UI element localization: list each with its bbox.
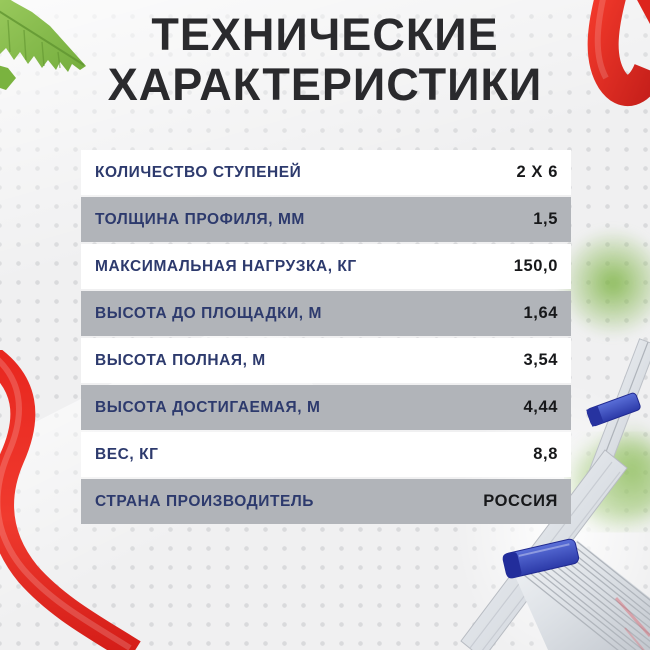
spec-value: 1,64 [523,304,558,322]
spec-label: СТРАНА ПРОИЗВОДИТЕЛЬ [95,492,314,510]
leaf-icon [0,0,86,90]
page-title: ТЕХНИЧЕСКИЕ ХАРАКТЕРИСТИКИ [0,10,650,110]
ladder-photo [460,338,650,650]
ribbon-curl-icon [587,0,650,106]
spec-value: 1,5 [533,210,558,228]
spec-label: ТОЛЩИНА ПРОФИЛЯ, ММ [95,210,305,228]
table-row: ТОЛЩИНА ПРОФИЛЯ, ММ 1,5 [81,197,571,242]
table-row: ВЫСОТА ДО ПЛОЩАДКИ, М 1,64 [81,291,571,336]
spec-label: ВЫСОТА ДО ПЛОЩАДКИ, М [95,304,322,322]
spec-value: 2 X 6 [516,163,558,181]
spec-label: ВЕС, КГ [95,445,159,463]
spec-value: 8,8 [533,445,558,463]
title-line-1: ТЕХНИЧЕСКИЕ [151,9,499,60]
spec-label: МАКСИМАЛЬНАЯ НАГРУЗКА, КГ [95,257,357,275]
spec-label: ВЫСОТА ДОСТИГАЕМАЯ, М [95,398,321,416]
table-row: ВЕС, КГ 8,8 [81,432,571,477]
spec-value: 150,0 [513,257,558,275]
blurred-leaf-blob [558,228,650,338]
spec-value: 4,44 [523,398,558,416]
table-row: ВЫСОТА ДОСТИГАЕМАЯ, М 4,44 [81,385,571,430]
spec-table: КОЛИЧЕСТВО СТУПЕНЕЙ 2 X 6 ТОЛЩИНА ПРОФИЛ… [81,150,571,526]
spec-value: РОССИЯ [483,492,558,510]
ladder-clamp-blue [502,538,580,579]
title-line-2: ХАРАКТЕРИСТИКИ [107,59,543,110]
table-row: КОЛИЧЕСТВО СТУПЕНЕЙ 2 X 6 [81,150,571,195]
spec-value: 3,54 [523,351,558,369]
spec-label: КОЛИЧЕСТВО СТУПЕНЕЙ [95,163,302,181]
spec-label: ВЫСОТА ПОЛНАЯ, М [95,351,266,369]
ladder-clamp-blue [586,392,641,427]
ribbon-wave-icon [0,350,141,650]
table-row: МАКСИМАЛЬНАЯ НАГРУЗКА, КГ 150,0 [81,244,571,289]
table-row: СТРАНА ПРОИЗВОДИТЕЛЬ РОССИЯ [81,479,571,524]
table-row: ВЫСОТА ПОЛНАЯ, М 3,54 [81,338,571,383]
